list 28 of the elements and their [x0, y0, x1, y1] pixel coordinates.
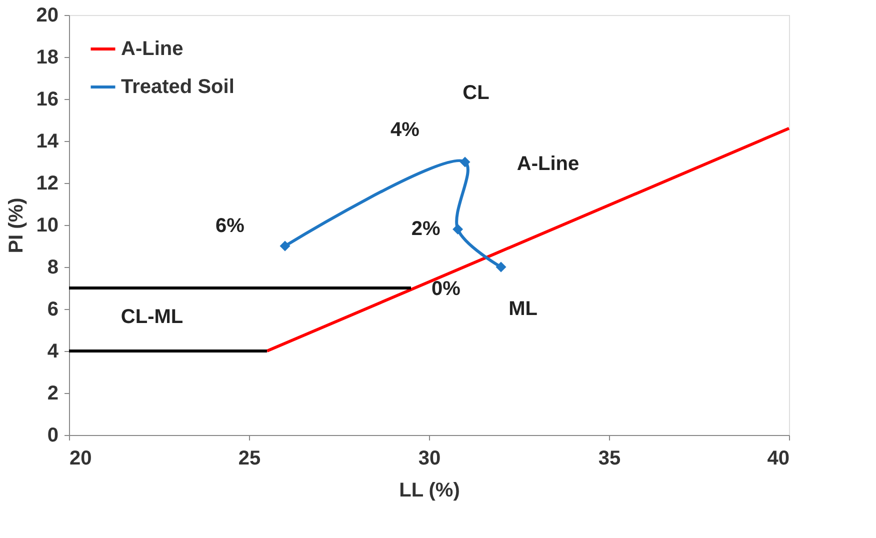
legend-label: A-Line — [121, 38, 184, 60]
annotation: 6% — [216, 215, 245, 237]
x-tick-label: 30 — [418, 448, 441, 470]
x-tick-label: 25 — [238, 448, 261, 470]
annotation: 4% — [390, 119, 420, 141]
annotation: CL-ML — [120, 306, 184, 328]
y-tick-label: 2 — [47, 382, 58, 404]
y-tick-label: 12 — [36, 172, 58, 194]
x-tick-label: 35 — [598, 448, 621, 470]
y-tick-label: 18 — [36, 46, 58, 68]
y-tick-label: 8 — [47, 256, 58, 278]
y-axis-title: PI (%) — [5, 198, 28, 254]
y-tick-label: 6 — [47, 298, 58, 320]
y-tick-label: 14 — [36, 130, 60, 152]
y-tick-label: 20 — [36, 4, 58, 26]
y-tick-label: 4 — [47, 340, 60, 362]
x-axis-title: LL (%) — [399, 480, 460, 502]
annotation: CL — [462, 82, 490, 104]
annotation: 0% — [432, 278, 461, 300]
annotation: 2% — [411, 218, 440, 240]
x-tick-label: 40 — [767, 448, 790, 470]
annotation: ML — [508, 298, 538, 320]
legend-label: Treated Soil — [121, 76, 234, 98]
y-tick-label: 0 — [47, 424, 58, 446]
annotation: A-Line — [516, 153, 580, 175]
y-tick-label: 16 — [36, 88, 58, 110]
y-tick-label: 10 — [36, 214, 58, 236]
x-tick-label: 20 — [70, 448, 92, 470]
